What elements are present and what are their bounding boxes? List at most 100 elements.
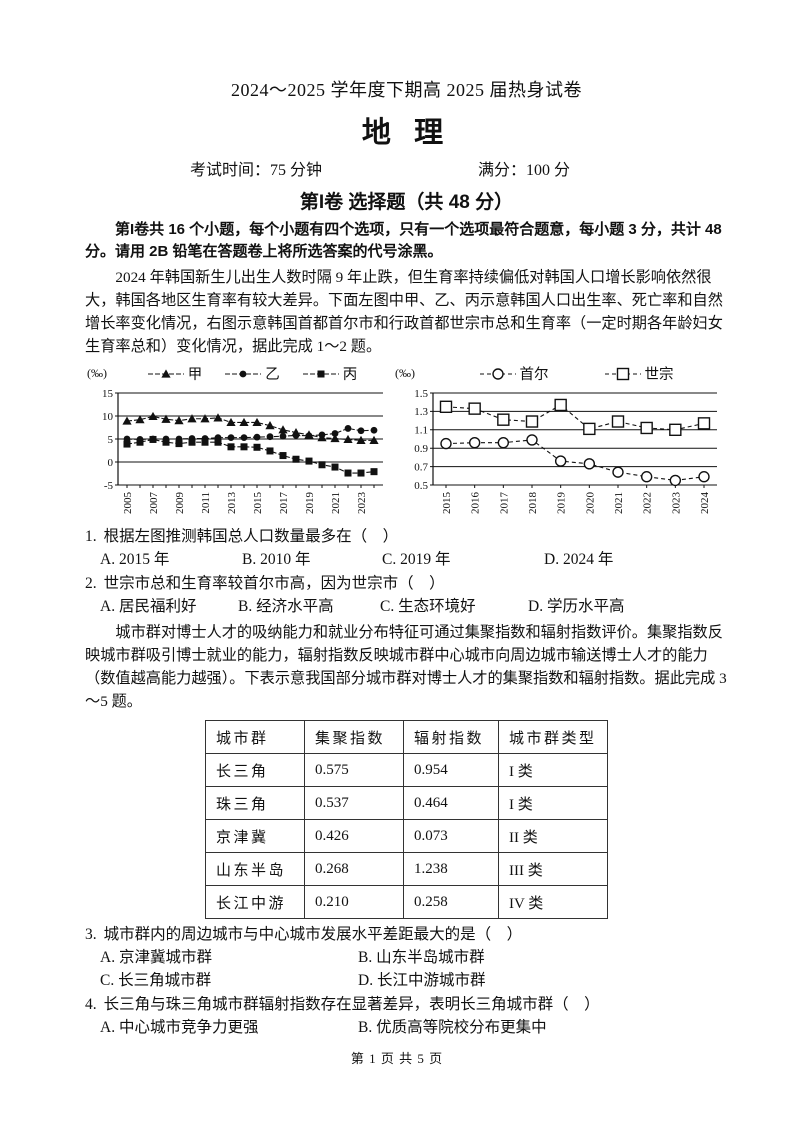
svg-text:2011: 2011 (200, 492, 212, 514)
exam-info-row: 考试时间：75 分钟 满分：100 分 (85, 156, 728, 180)
table-cell: I 类 (498, 786, 608, 820)
question-3-line: 3. 城市群内的周边城市与中心城市发展水平差距最大的是（ ） (85, 923, 728, 946)
svg-text:2009: 2009 (174, 492, 186, 515)
question-2-option-a: A. 居民福利好 (100, 598, 197, 615)
svg-text:1.1: 1.1 (414, 425, 428, 437)
question-2: 2. 世宗市总和生育率较首尔市高，因为世宗市（ ） A. 居民福利好 B. 经济… (85, 572, 728, 618)
legend-item-丙: 丙 (302, 363, 358, 384)
circle-filled-legend-glyph (225, 370, 262, 377)
svg-text:2017: 2017 (498, 492, 510, 515)
exam-time-label: 考试时间：75 分钟 (190, 162, 323, 179)
question-4-option-a: A. 中心城市竞争力更强 (100, 1019, 259, 1036)
left-chart-y-unit: (‰) (87, 366, 107, 380)
table-header-cell: 城市群 (205, 720, 305, 754)
table-row: 长江中游 0.210 0.258 IV 类 (205, 885, 608, 919)
question-2-options: A. 居民福利好 B. 经济水平高 C. 生态环境好 D. 学历水平高 (85, 595, 728, 618)
table-cell: 0.210 (304, 885, 404, 919)
page-footer: 第 1 页 共 5 页 (350, 1051, 444, 1066)
right-chart-legend: 首尔 世宗 (423, 363, 729, 384)
full-score-label: 满分：100 分 (477, 162, 570, 179)
svg-text:2021: 2021 (613, 492, 625, 514)
question-4: 4. 长三角与珠三角城市群辐射指数存在显著差异，表明长三角城市群（ ） A. 中… (85, 993, 728, 1039)
table-cell: 0.426 (304, 819, 404, 853)
svg-text:2015: 2015 (252, 492, 264, 515)
svg-text:15: 15 (102, 388, 114, 400)
table-cell: 长三角 (205, 753, 305, 787)
table-cell: 1.238 (403, 852, 499, 886)
legend-item-甲: 甲 (147, 363, 203, 384)
question-1-number: 1. (85, 528, 97, 545)
table-row: 珠三角 0.537 0.464 I 类 (205, 786, 608, 820)
legend-label: 乙 (265, 367, 280, 383)
question-1: 1. 根据左图推测韩国总人口数量最多在（ ） A. 2015 年 B. 2010… (85, 525, 728, 571)
city-cluster-table: 城市群 集聚指数 辐射指数 城市群类型 长三角 0.575 0.954 I 类 … (205, 720, 608, 919)
svg-text:2023: 2023 (356, 492, 368, 515)
circle-open-legend-glyph (479, 367, 516, 380)
table-header-cell: 集聚指数 (304, 720, 404, 754)
table-cell: 0.464 (403, 786, 499, 820)
svg-text:2022: 2022 (642, 492, 654, 514)
question-4-line: 4. 长三角与珠三角城市群辐射指数存在显著差异，表明长三角城市群（ ） (85, 993, 728, 1016)
question-1-option-a: A. 2015 年 (100, 551, 170, 568)
table-header-cell: 城市群类型 (498, 720, 608, 754)
question-4-option-b: B. 优质高等院校分布更集中 (358, 1019, 547, 1036)
table-cell: IV 类 (498, 885, 608, 919)
question-1-option-c: C. 2019 年 (382, 551, 451, 568)
question-2-number: 2. (85, 575, 97, 592)
table-cell: 0.575 (304, 753, 404, 787)
square-filled-legend-glyph (302, 370, 339, 377)
table-header-row: 城市群 集聚指数 辐射指数 城市群类型 (205, 720, 608, 754)
svg-text:2019: 2019 (304, 492, 316, 515)
svg-text:2019: 2019 (556, 492, 568, 515)
charts-row: (‰) 甲 乙 丙 15 10 5 0 -5 2005 2007 2009 2011 2013 2015… (85, 363, 728, 524)
svg-text:2005: 2005 (122, 492, 134, 515)
svg-text:1.5: 1.5 (414, 388, 428, 400)
table-cell: 0.268 (304, 852, 404, 886)
table-cell: 0.258 (403, 885, 499, 919)
right-chart-header: (‰) 首尔 世宗 (393, 363, 729, 384)
question-1-option-b: B. 2010 年 (242, 551, 311, 568)
legend-item-世宗: 世宗 (604, 363, 674, 384)
passage-korea: 2024 年韩国新生儿出生人数时隔 9 年止跌，但生育率持续偏低对韩国人口增长影… (85, 269, 723, 355)
passage-city-cluster: 城市群对博士人才的吸纳能力和就业分布特征可通过集聚指数和辐射指数评价。集聚指数反… (85, 624, 727, 710)
question-3-option-c: C. 长三角城市群 (100, 972, 212, 989)
question-3-text: 城市群内的周边城市与中心城市发展水平差距最大的是（ ） (103, 926, 523, 943)
svg-text:2024: 2024 (699, 492, 711, 515)
table-cell: 山东半岛 (205, 852, 305, 886)
table-cell: 珠三角 (205, 786, 305, 820)
fertility-chart-block: (‰) 首尔 世宗 1.5 1.3 1.1 0.9 0.7 0.5 2015 2016 2017 2… (393, 363, 729, 524)
subject-title: 地 理 (361, 117, 452, 149)
legend-item-首尔: 首尔 (479, 363, 549, 384)
svg-text:10: 10 (102, 411, 114, 423)
legend-label: 甲 (187, 367, 203, 383)
svg-text:2013: 2013 (226, 492, 238, 515)
table-cell: 0.954 (403, 753, 499, 787)
svg-text:0: 0 (108, 457, 114, 469)
svg-text:2016: 2016 (470, 492, 482, 515)
table-row: 京津冀 0.426 0.073 II 类 (205, 819, 608, 853)
legend-label: 丙 (342, 367, 358, 383)
question-3-option-d: D. 长江中游城市群 (358, 972, 486, 989)
left-chart-header: (‰) 甲 乙 丙 (85, 363, 389, 384)
table-cell: II 类 (498, 819, 608, 853)
svg-text:2023: 2023 (670, 492, 682, 515)
svg-text:0.5: 0.5 (414, 480, 428, 492)
svg-text:2015: 2015 (441, 492, 453, 515)
section-heading: 第I卷 选择题（共 48 分） (299, 192, 514, 213)
svg-text:2018: 2018 (527, 492, 539, 515)
section-instructions: 第I卷共 16 个小题，每个小题有四个选项，只有一个选项最符合题意，每小题 3 … (85, 221, 722, 260)
svg-text:2017: 2017 (278, 492, 290, 515)
question-1-line: 1. 根据左图推测韩国总人口数量最多在（ ） (85, 525, 728, 548)
question-4-options: A. 中心城市竞争力更强 B. 优质高等院校分布更集中 (85, 1016, 728, 1039)
question-2-line: 2. 世宗市总和生育率较首尔市高，因为世宗市（ ） (85, 572, 728, 595)
question-3: 3. 城市群内的周边城市与中心城市发展水平差距最大的是（ ） A. 京津冀城市群… (85, 923, 728, 992)
question-2-option-c: C. 生态环境好 (380, 598, 476, 615)
table-cell: I 类 (498, 753, 608, 787)
table-row: 长三角 0.575 0.954 I 类 (205, 753, 608, 787)
legend-item-乙: 乙 (224, 363, 280, 384)
question-2-text: 世宗市总和生育率较首尔市高，因为世宗市（ ） (103, 575, 445, 592)
svg-text:5: 5 (108, 434, 114, 446)
korea-rates-line-chart: 15 10 5 0 -5 2005 2007 2009 2011 2013 2015 2017 2019… (102, 388, 383, 515)
question-4-number: 4. (85, 996, 97, 1013)
